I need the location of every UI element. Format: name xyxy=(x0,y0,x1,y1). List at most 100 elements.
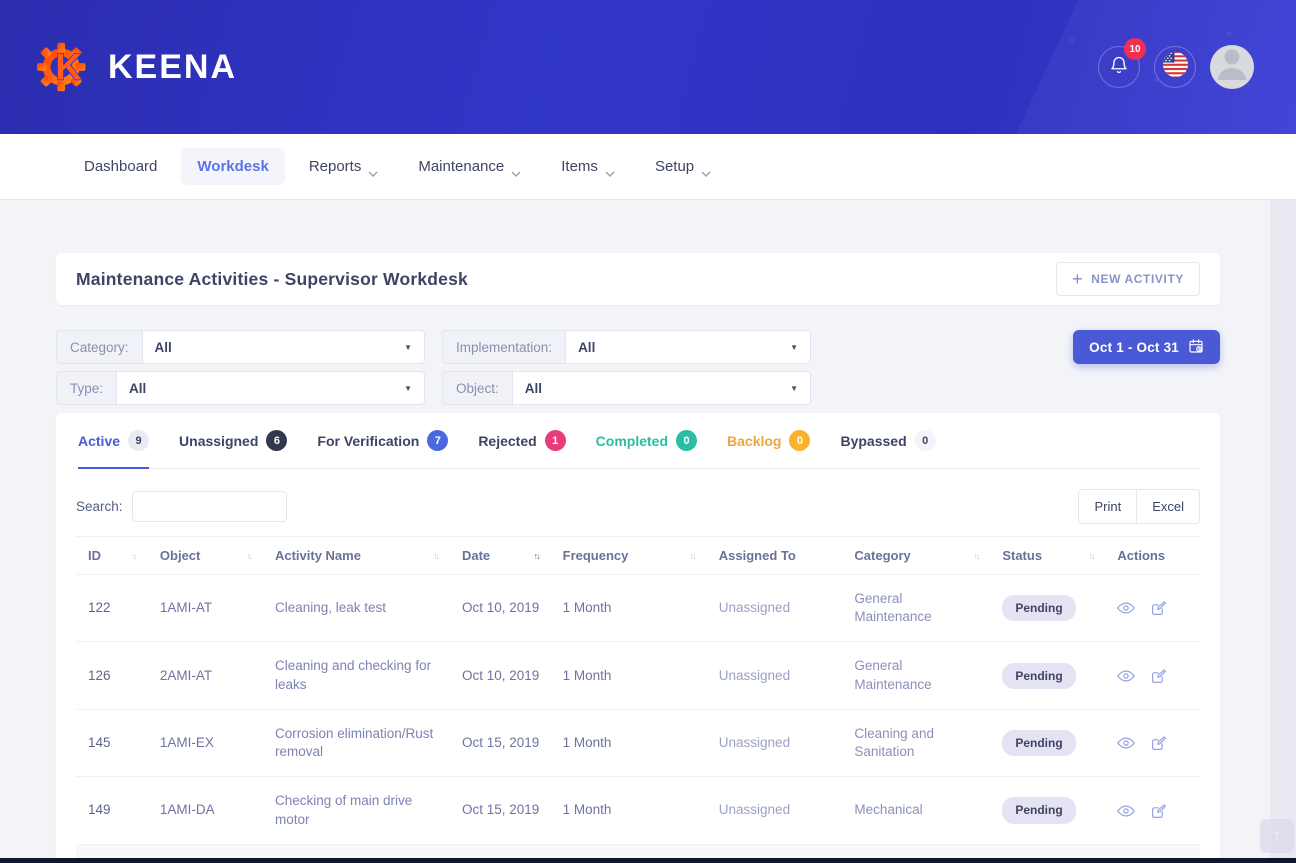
tab-active-underline xyxy=(317,467,448,469)
nav-label: Dashboard xyxy=(84,158,158,175)
type-select[interactable]: All ▼ xyxy=(116,371,425,405)
column-header-object[interactable]: Object ↑↓ xyxy=(147,536,263,575)
filters-section: Category: All ▼ Implementation: All ▼ Oc… xyxy=(56,330,1220,405)
view-eye-icon[interactable] xyxy=(1117,669,1136,683)
cell-status: Pending xyxy=(990,641,1106,710)
tab-active-underline xyxy=(78,467,150,469)
new-activity-button[interactable]: + NEW ACTIVITY xyxy=(1056,262,1200,296)
nav-label: Workdesk xyxy=(197,158,269,175)
object-select[interactable]: All ▼ xyxy=(511,371,811,405)
sort-icon: ↑↓ xyxy=(1088,550,1095,561)
chevron-down-icon xyxy=(701,164,711,177)
cell-actions xyxy=(1105,641,1200,710)
sort-icon: ↑↓ xyxy=(432,550,440,561)
tab-label: Rejected xyxy=(478,432,537,449)
category-select[interactable]: All ▼ xyxy=(141,330,425,364)
sort-icon: ↑↓ xyxy=(689,550,697,561)
brand-name: KEENA xyxy=(108,47,238,86)
caret-down-icon: ▼ xyxy=(790,383,798,393)
tab-unassigned[interactable]: Unassigned 6 xyxy=(179,413,288,468)
cell-object: 1AMI-EX xyxy=(147,709,263,778)
tab-backlog[interactable]: Backlog 0 xyxy=(727,413,811,468)
column-label: Category xyxy=(854,548,911,563)
cell-activity[interactable]: Checking of main drive motor xyxy=(262,776,450,845)
edit-icon[interactable] xyxy=(1151,600,1167,616)
table-toolbar: Search: Print Excel xyxy=(76,489,1200,524)
edit-icon[interactable] xyxy=(1151,668,1167,684)
tab-label: For Verification xyxy=(317,432,420,449)
tab-bypassed[interactable]: Bypassed 0 xyxy=(840,413,936,469)
tab-label: Bypassed xyxy=(840,432,907,449)
excel-button[interactable]: Excel xyxy=(1136,489,1200,524)
search-input[interactable] xyxy=(131,491,287,522)
cell-assigned: Unassigned xyxy=(706,776,843,845)
tab-label: Completed xyxy=(595,432,669,449)
cell-actions xyxy=(1105,709,1200,778)
cell-category: Mechanical xyxy=(842,776,991,845)
view-eye-icon[interactable] xyxy=(1117,804,1136,818)
sort-icon: ↑↓ xyxy=(130,550,138,561)
object-filter-label: Object: xyxy=(442,371,512,405)
tab-rejected[interactable]: Rejected 1 xyxy=(478,413,566,468)
date-range-button[interactable]: Oct 1 - Oct 31 xyxy=(1073,330,1220,364)
caret-down-icon: ▼ xyxy=(404,383,412,393)
caret-down-icon: ▼ xyxy=(404,342,412,352)
cell-actions xyxy=(1105,776,1200,845)
cell-id: 122 xyxy=(76,574,148,643)
column-label: Frequency xyxy=(562,548,629,563)
nav-item-setup[interactable]: Setup xyxy=(639,148,727,185)
nav-item-reports[interactable]: Reports xyxy=(293,148,395,185)
tab-active[interactable]: Active 9 xyxy=(78,413,150,469)
tab-for-verification[interactable]: For Verification 7 xyxy=(317,413,449,469)
nav-item-items[interactable]: Items xyxy=(545,148,631,185)
status-badge: Pending xyxy=(1002,662,1076,689)
user-avatar-button[interactable] xyxy=(1210,45,1254,89)
cell-activity[interactable]: Cleaning, leak test xyxy=(262,574,450,643)
nav-item-maintenance[interactable]: Maintenance xyxy=(402,148,537,185)
language-button[interactable] xyxy=(1154,46,1196,88)
cell-id: 149 xyxy=(76,776,148,845)
scroll-top-button[interactable]: ↑ xyxy=(1260,819,1294,853)
column-header-date[interactable]: Date ↑↓ xyxy=(449,536,551,575)
column-label: Assigned To xyxy=(718,548,796,563)
arrow-up-icon: ↑ xyxy=(1273,827,1281,844)
tab-label: Backlog xyxy=(727,432,782,449)
nav-item-workdesk[interactable]: Workdesk xyxy=(181,148,285,185)
column-header-category[interactable]: Category ↑↓ xyxy=(842,536,991,575)
edit-icon[interactable] xyxy=(1151,735,1167,751)
status-badge: Pending xyxy=(1002,797,1076,824)
cell-activity[interactable]: Corrosion elimination/Rust removal xyxy=(262,709,450,778)
tab-completed[interactable]: Completed 0 xyxy=(595,413,698,468)
cell-frequency: 1 Month xyxy=(550,641,707,710)
sort-icon: ↑↓ xyxy=(533,550,541,561)
status-badge: Pending xyxy=(1002,730,1076,757)
column-header-activity-name[interactable]: Activity Name ↑↓ xyxy=(262,536,450,575)
page-right-gutter xyxy=(1270,199,1296,863)
view-eye-icon[interactable] xyxy=(1117,601,1136,615)
user-avatar-icon xyxy=(1210,45,1254,89)
cell-assigned: Unassigned xyxy=(706,709,843,778)
main-nav: Dashboard Workdesk Reports Maintenance I… xyxy=(0,134,1296,199)
footer-edge xyxy=(0,858,1296,863)
column-header-frequency[interactable]: Frequency ↑↓ xyxy=(550,536,707,575)
cell-id: 126 xyxy=(76,641,148,710)
column-header-status[interactable]: Status ↑↓ xyxy=(990,536,1106,575)
cell-status: Pending xyxy=(990,574,1106,643)
gear-k-logo-icon: K xyxy=(36,34,98,101)
cell-object: 1AMI-AT xyxy=(147,574,263,643)
implementation-select[interactable]: All ▼ xyxy=(565,330,811,364)
view-eye-icon[interactable] xyxy=(1117,736,1136,750)
column-label: Actions xyxy=(1117,548,1166,563)
edit-icon[interactable] xyxy=(1151,803,1167,819)
print-button[interactable]: Print xyxy=(1078,489,1137,524)
brand-logo[interactable]: K KEENA xyxy=(36,34,237,101)
tab-count-badge: 6 xyxy=(266,430,288,451)
cell-status: Pending xyxy=(990,776,1106,845)
nav-item-dashboard[interactable]: Dashboard xyxy=(68,148,173,185)
cell-activity[interactable]: Cleaning and checking for leaks xyxy=(262,641,450,710)
tab-active-underline xyxy=(840,467,935,469)
notifications-button[interactable]: 10 xyxy=(1098,38,1146,88)
column-header-id[interactable]: ID ↑↓ xyxy=(76,536,148,575)
implementation-filter-label: Implementation: xyxy=(442,330,566,364)
activities-table: ID ↑↓ Object ↑↓ Activity Name ↑↓ Date ↑↓ Frequen… xyxy=(76,536,1200,863)
